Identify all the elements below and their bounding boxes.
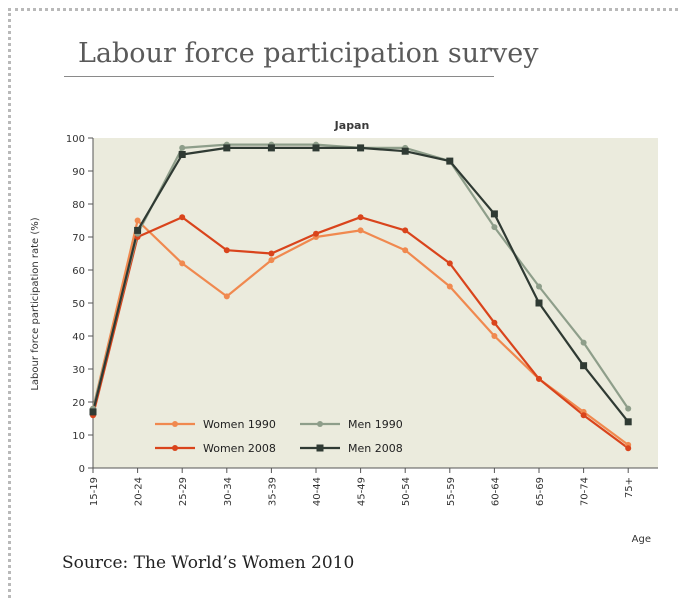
y-tick-label: 70 [72,233,85,244]
data-point [268,250,275,257]
legend-marker [317,421,323,427]
data-point [223,144,231,152]
y-tick-label: 0 [79,464,85,475]
data-point [179,214,186,221]
data-point [267,144,275,152]
data-point [580,362,588,370]
plot-background [93,138,658,468]
x-tick-label: 20-24 [134,477,145,506]
data-point [624,418,632,426]
x-tick-label: 55-59 [446,477,457,506]
x-tick-label: 25-29 [178,477,189,506]
title-underline [64,76,494,77]
card-frame [8,8,678,598]
x-axis-label: Age [632,534,651,545]
x-tick-label: 35-39 [267,477,278,506]
y-tick-label: 50 [72,299,85,310]
data-point [625,405,632,412]
data-point [179,260,186,267]
data-point [446,260,453,267]
y-tick-label: 20 [72,398,85,409]
source-note: Source: The World’s Women 2010 [62,553,355,573]
data-point [134,217,141,224]
data-point [490,210,498,218]
data-point [625,445,632,452]
x-tick-label: 50-54 [401,477,412,506]
data-point [536,375,542,382]
legend-item: Men 2008 [300,442,403,455]
series-markers [89,141,632,452]
data-point [179,144,186,151]
data-point [312,144,320,152]
x-tick-label: 75+ [624,477,635,498]
data-point [357,144,365,152]
data-point [580,412,587,419]
y-tick-label: 10 [72,431,85,442]
data-point [134,226,142,234]
legend-label: Women 2008 [203,442,276,455]
y-tick-label: 60 [72,266,85,277]
data-point [446,283,453,290]
y-tick-label: 100 [66,134,85,145]
y-tick-label: 80 [72,200,85,211]
legend-label: Men 2008 [348,442,403,455]
x-tick-label: 65-69 [535,477,546,506]
data-point [536,283,542,290]
x-tick-label: 30-34 [223,477,234,506]
x-tick-label: 40-44 [312,477,323,506]
data-point [402,227,409,234]
data-point [268,257,275,264]
data-point [580,339,587,346]
y-tick-label: 90 [72,167,85,178]
data-point [357,227,364,234]
legend-label: Men 1990 [348,418,403,431]
data-point [401,147,409,155]
data-point [357,214,364,221]
x-tick-label: 60-64 [490,477,501,506]
data-point [446,157,454,165]
data-point [535,299,543,307]
data-point [178,151,186,158]
data-point [491,224,498,231]
data-point [313,230,319,237]
y-tick-label: 30 [72,365,85,376]
y-axis-label: Labour force participation rate (%) [30,217,41,390]
x-tick-label: 45-49 [357,477,368,506]
page-title: Labour force participation survey [78,38,539,69]
legend-marker [172,421,178,427]
legend-label: Women 1990 [203,418,276,431]
chart-title: Japan [334,119,370,132]
x-tick-label: 15-19 [89,477,100,506]
data-point [491,319,498,326]
y-tick-label: 40 [72,332,85,343]
data-point [89,408,97,416]
y-axis: 0 10 20 30 40 50 60 70 80 90 100 [66,134,94,475]
x-axis: 15-19 20-24 25-29 30-34 35-39 40-44 45-49 50-54… [89,467,658,506]
data-point [491,333,498,339]
legend-marker [172,445,178,451]
data-point [223,247,230,254]
data-point [402,247,409,254]
data-point [223,293,230,300]
legend-marker [316,444,324,452]
legend-item: Women 2008 [155,442,276,455]
x-tick-label: 70-74 [580,477,591,506]
legend-item: Women 1990 [155,418,276,431]
chart-legend: Women 1990 Women 2008 Men 1990 Men 2008 [155,418,403,455]
legend-item: Men 1990 [300,418,403,431]
